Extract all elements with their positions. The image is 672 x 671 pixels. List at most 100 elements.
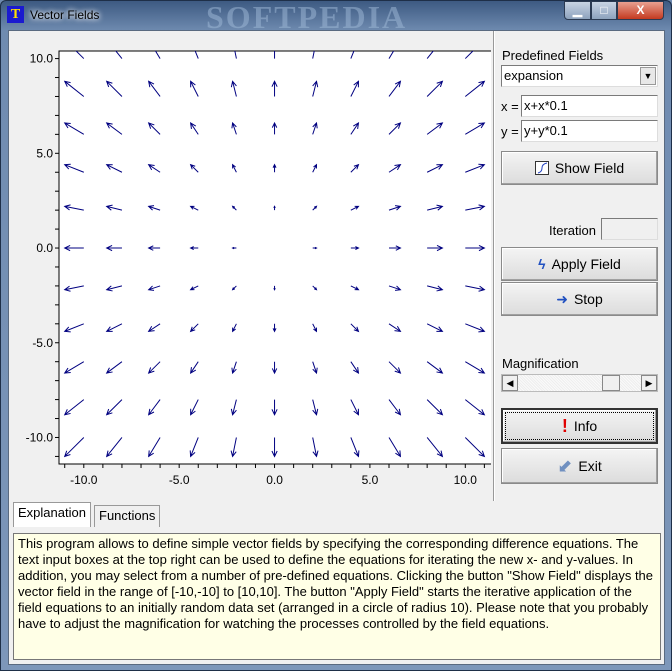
vector-arrow [312,285,318,291]
x-equation-input[interactable]: x+x*0.1 [521,95,658,117]
vector-arrow [464,80,486,97]
vector-arrow [465,122,486,135]
iteration-value [601,218,658,240]
vector-arrow [230,437,237,458]
arrow-left-icon[interactable]: ◀ [502,375,518,391]
chevron-down-icon[interactable]: ▼ [640,67,656,85]
vector-arrow [105,399,123,416]
vector-arrow [464,437,486,458]
vector-arrow [105,244,122,252]
vector-arrow [464,399,486,416]
vector-arrow [272,163,277,173]
show-field-label: Show Field [554,160,625,176]
vector-arrow [189,437,199,458]
apply-field-label: Apply Field [551,256,621,272]
predefined-fields-select[interactable]: expansion ▼ [501,65,658,87]
vector-arrow [189,122,199,135]
vector-arrow [465,244,486,252]
vector-arrow [427,285,444,292]
title-bar[interactable]: T Vector Fields SOFTPEDIA ▁ □ X [1,0,671,35]
vector-arrow [350,399,359,416]
x-tick-label: -10.0 [70,473,98,487]
vector-arrow [189,361,199,375]
vector-arrow [274,51,276,59]
window-title: Vector Fields [30,8,100,22]
app-icon: T [7,6,24,23]
vector-arrow [234,51,237,59]
y-tick-label: 5.0 [36,146,53,160]
show-field-button[interactable]: Show Field [501,151,658,185]
vector-arrow [105,361,123,374]
client-area: -10.0 -5.0 0.0 5.0 10.0 10.0 5.0 0.0 -5.0 -10.0 P… [8,30,665,665]
vector-arrow [271,437,278,458]
x-tick-label: -5.0 [169,473,190,487]
vector-arrow [426,122,444,135]
vector-arrow [388,285,402,291]
vector-arrow [154,51,161,59]
vector-arrow [312,399,319,416]
magnification-slider[interactable]: ◀ ▶ [501,374,658,392]
vector-arrow [388,399,402,416]
vector-arrow [312,246,318,250]
vector-arrow [231,121,237,135]
vector-arrow [312,361,318,375]
exit-arrow-icon: ⬋ [557,455,573,476]
vector-arrow [232,323,237,333]
vector-arrow [63,122,85,135]
curve-icon [534,161,549,175]
vector-arrow [147,122,161,135]
vector-arrow [388,361,402,374]
vector-arrow [105,204,123,211]
vector-arrow [426,361,444,374]
plot-area [58,50,491,465]
y-tick-label: 10.0 [30,52,54,66]
tab-functions[interactable]: Functions [94,505,161,527]
y-tick-label: -5.0 [32,336,53,350]
vector-arrow [426,51,434,59]
close-button[interactable]: X [617,1,664,20]
vector-arrow [312,80,319,97]
vector-arrow [426,323,444,332]
vector-arrow [63,285,84,292]
x-tick-label: 10.0 [454,473,478,487]
vector-arrow [465,285,486,292]
vector-arrow [63,204,84,211]
vector-arrow [312,437,319,458]
maximize-button[interactable]: □ [591,1,617,20]
vector-arrow [232,163,237,173]
info-button[interactable]: ! Info [501,408,658,444]
divider [493,31,495,501]
lightning-icon: ϟ [538,256,546,272]
slider-thumb[interactable] [602,375,620,391]
exit-button[interactable]: ⬋ Exit [501,448,658,484]
vector-arrow [190,399,199,416]
vector-arrow [105,80,123,97]
apply-field-button[interactable]: ϟ Apply Field [501,247,658,281]
vector-arrow [465,163,486,173]
vector-arrow [388,122,402,135]
arrow-right-icon[interactable]: ▶ [641,375,657,391]
vector-arrow [63,244,84,252]
x-tick-label: 5.0 [362,473,379,487]
vector-arrow [189,323,199,333]
y-equation-label: y = [501,124,519,139]
iteration-label: Iteration [549,223,596,238]
vector-arrow [388,164,402,173]
exit-label: Exit [578,458,602,474]
watermark: SOFTPEDIA [206,0,408,35]
tab-explanation[interactable]: Explanation [13,502,91,527]
minimize-button[interactable]: ▁ [564,1,591,20]
vector-arrow [388,80,402,97]
vector-arrow [312,205,318,211]
vector-arrow [115,51,123,59]
y-equation-input[interactable]: y+y*0.1 [521,120,658,142]
vector-arrow [105,164,123,173]
vector-arrow [147,323,161,333]
vector-arrow [63,437,85,458]
vector-arrow [63,399,85,416]
vector-arrow [189,246,199,250]
vector-arrow [312,323,318,333]
vector-arrow [271,361,278,375]
stop-button[interactable]: ➜ Stop [501,282,658,316]
exclamation-icon: ! [561,415,568,436]
